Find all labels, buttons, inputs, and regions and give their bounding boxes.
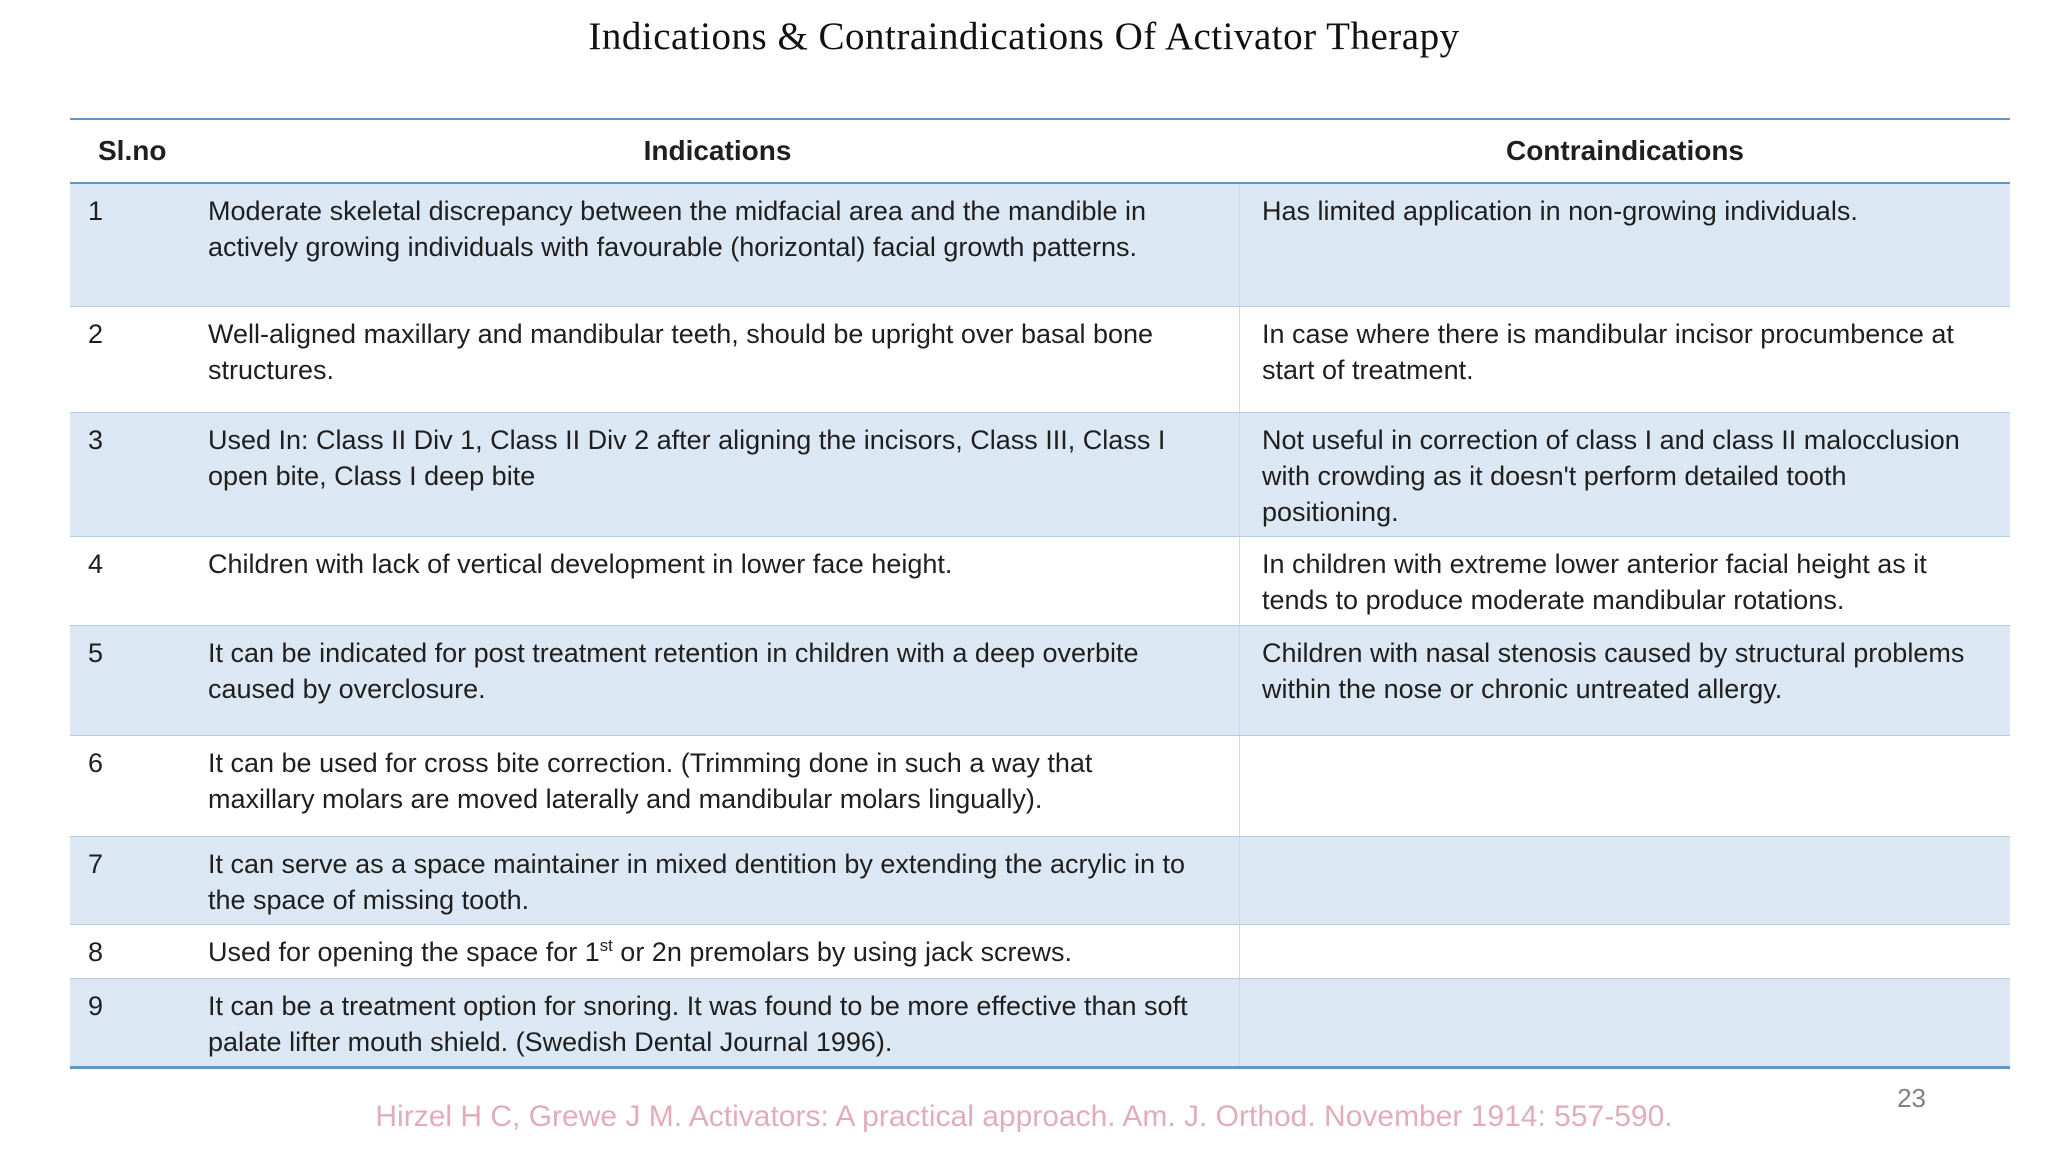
table-row: 5 It can be indicated for post treatment… — [70, 625, 2010, 735]
table-row: 2 Well-aligned maxillary and mandibular … — [70, 306, 2010, 412]
indication-cell: It can be a treatment option for snoring… — [195, 979, 1240, 1066]
page-title: Indications & Contraindications Of Activ… — [588, 15, 1460, 58]
row-number-cell: 5 — [88, 638, 104, 668]
row-number-cell: 3 — [88, 425, 104, 455]
row-number-cell: 9 — [88, 991, 104, 1021]
page-number: 23 — [1897, 1083, 1926, 1113]
contraindication-cell — [1240, 925, 2010, 978]
contraindication-cell — [1240, 979, 2010, 1066]
indication-cell: It can serve as a space maintainer in mi… — [195, 837, 1240, 924]
table-row: 3 Used In: Class II Div 1, Class II Div … — [70, 412, 2010, 536]
table-body: 1 Moderate skeletal discrepancy between … — [70, 184, 2010, 1066]
indications-contraindications-table: Sl.no Indications Contraindications 1 Mo… — [70, 118, 2010, 1069]
indication-cell: Children with lack of vertical developme… — [195, 537, 1240, 625]
indication-cell: Well-aligned maxillary and mandibular te… — [195, 307, 1240, 412]
table-row: 1 Moderate skeletal discrepancy between … — [70, 184, 2010, 306]
row-number-cell: 1 — [88, 196, 104, 226]
indication-cell: It can be indicated for post treatment r… — [195, 626, 1240, 735]
row-number-cell: 7 — [88, 849, 104, 879]
row-number-cell: 2 — [88, 319, 104, 349]
contraindication-cell: Children with nasal stenosis caused by s… — [1262, 638, 1965, 704]
table-row: 7 It can serve as a space maintainer in … — [70, 836, 2010, 924]
indication-cell: Used for opening the space for 1st or 2n… — [195, 925, 1240, 978]
header-indications: Indications — [643, 135, 792, 166]
row-number-cell: 6 — [88, 748, 104, 778]
indication-cell: Used In: Class II Div 1, Class II Div 2 … — [195, 413, 1240, 536]
citation-text: Hirzel H C, Grewe J M. Activators: A pra… — [375, 1100, 1673, 1133]
contraindication-cell: In children with extreme lower anterior … — [1262, 549, 1927, 615]
header-contraindications: Contraindications — [1505, 135, 1744, 166]
contraindication-cell: Has limited application in non-growing i… — [1262, 196, 1858, 226]
table-row: 4 Children with lack of vertical develop… — [70, 536, 2010, 625]
table-row: 9 It can be a treatment option for snori… — [70, 978, 2010, 1066]
row-number-cell: 8 — [88, 937, 104, 967]
contraindication-cell — [1240, 736, 2010, 836]
header-slno: Sl.no — [98, 135, 167, 166]
indication-cell: Moderate skeletal discrepancy between th… — [195, 184, 1240, 306]
table-row: 8 Used for opening the space for 1st or … — [70, 924, 2010, 978]
indication-cell: It can be used for cross bite correction… — [195, 736, 1240, 836]
contraindication-cell: Not useful in correction of class I and … — [1262, 425, 1960, 527]
contraindication-cell — [1240, 837, 2010, 924]
row-number-cell: 4 — [88, 549, 104, 579]
table-header-row: Sl.no Indications Contraindications — [70, 120, 2010, 184]
contraindication-cell: In case where there is mandibular inciso… — [1262, 319, 1954, 385]
table-row: 6 It can be used for cross bite correcti… — [70, 735, 2010, 836]
